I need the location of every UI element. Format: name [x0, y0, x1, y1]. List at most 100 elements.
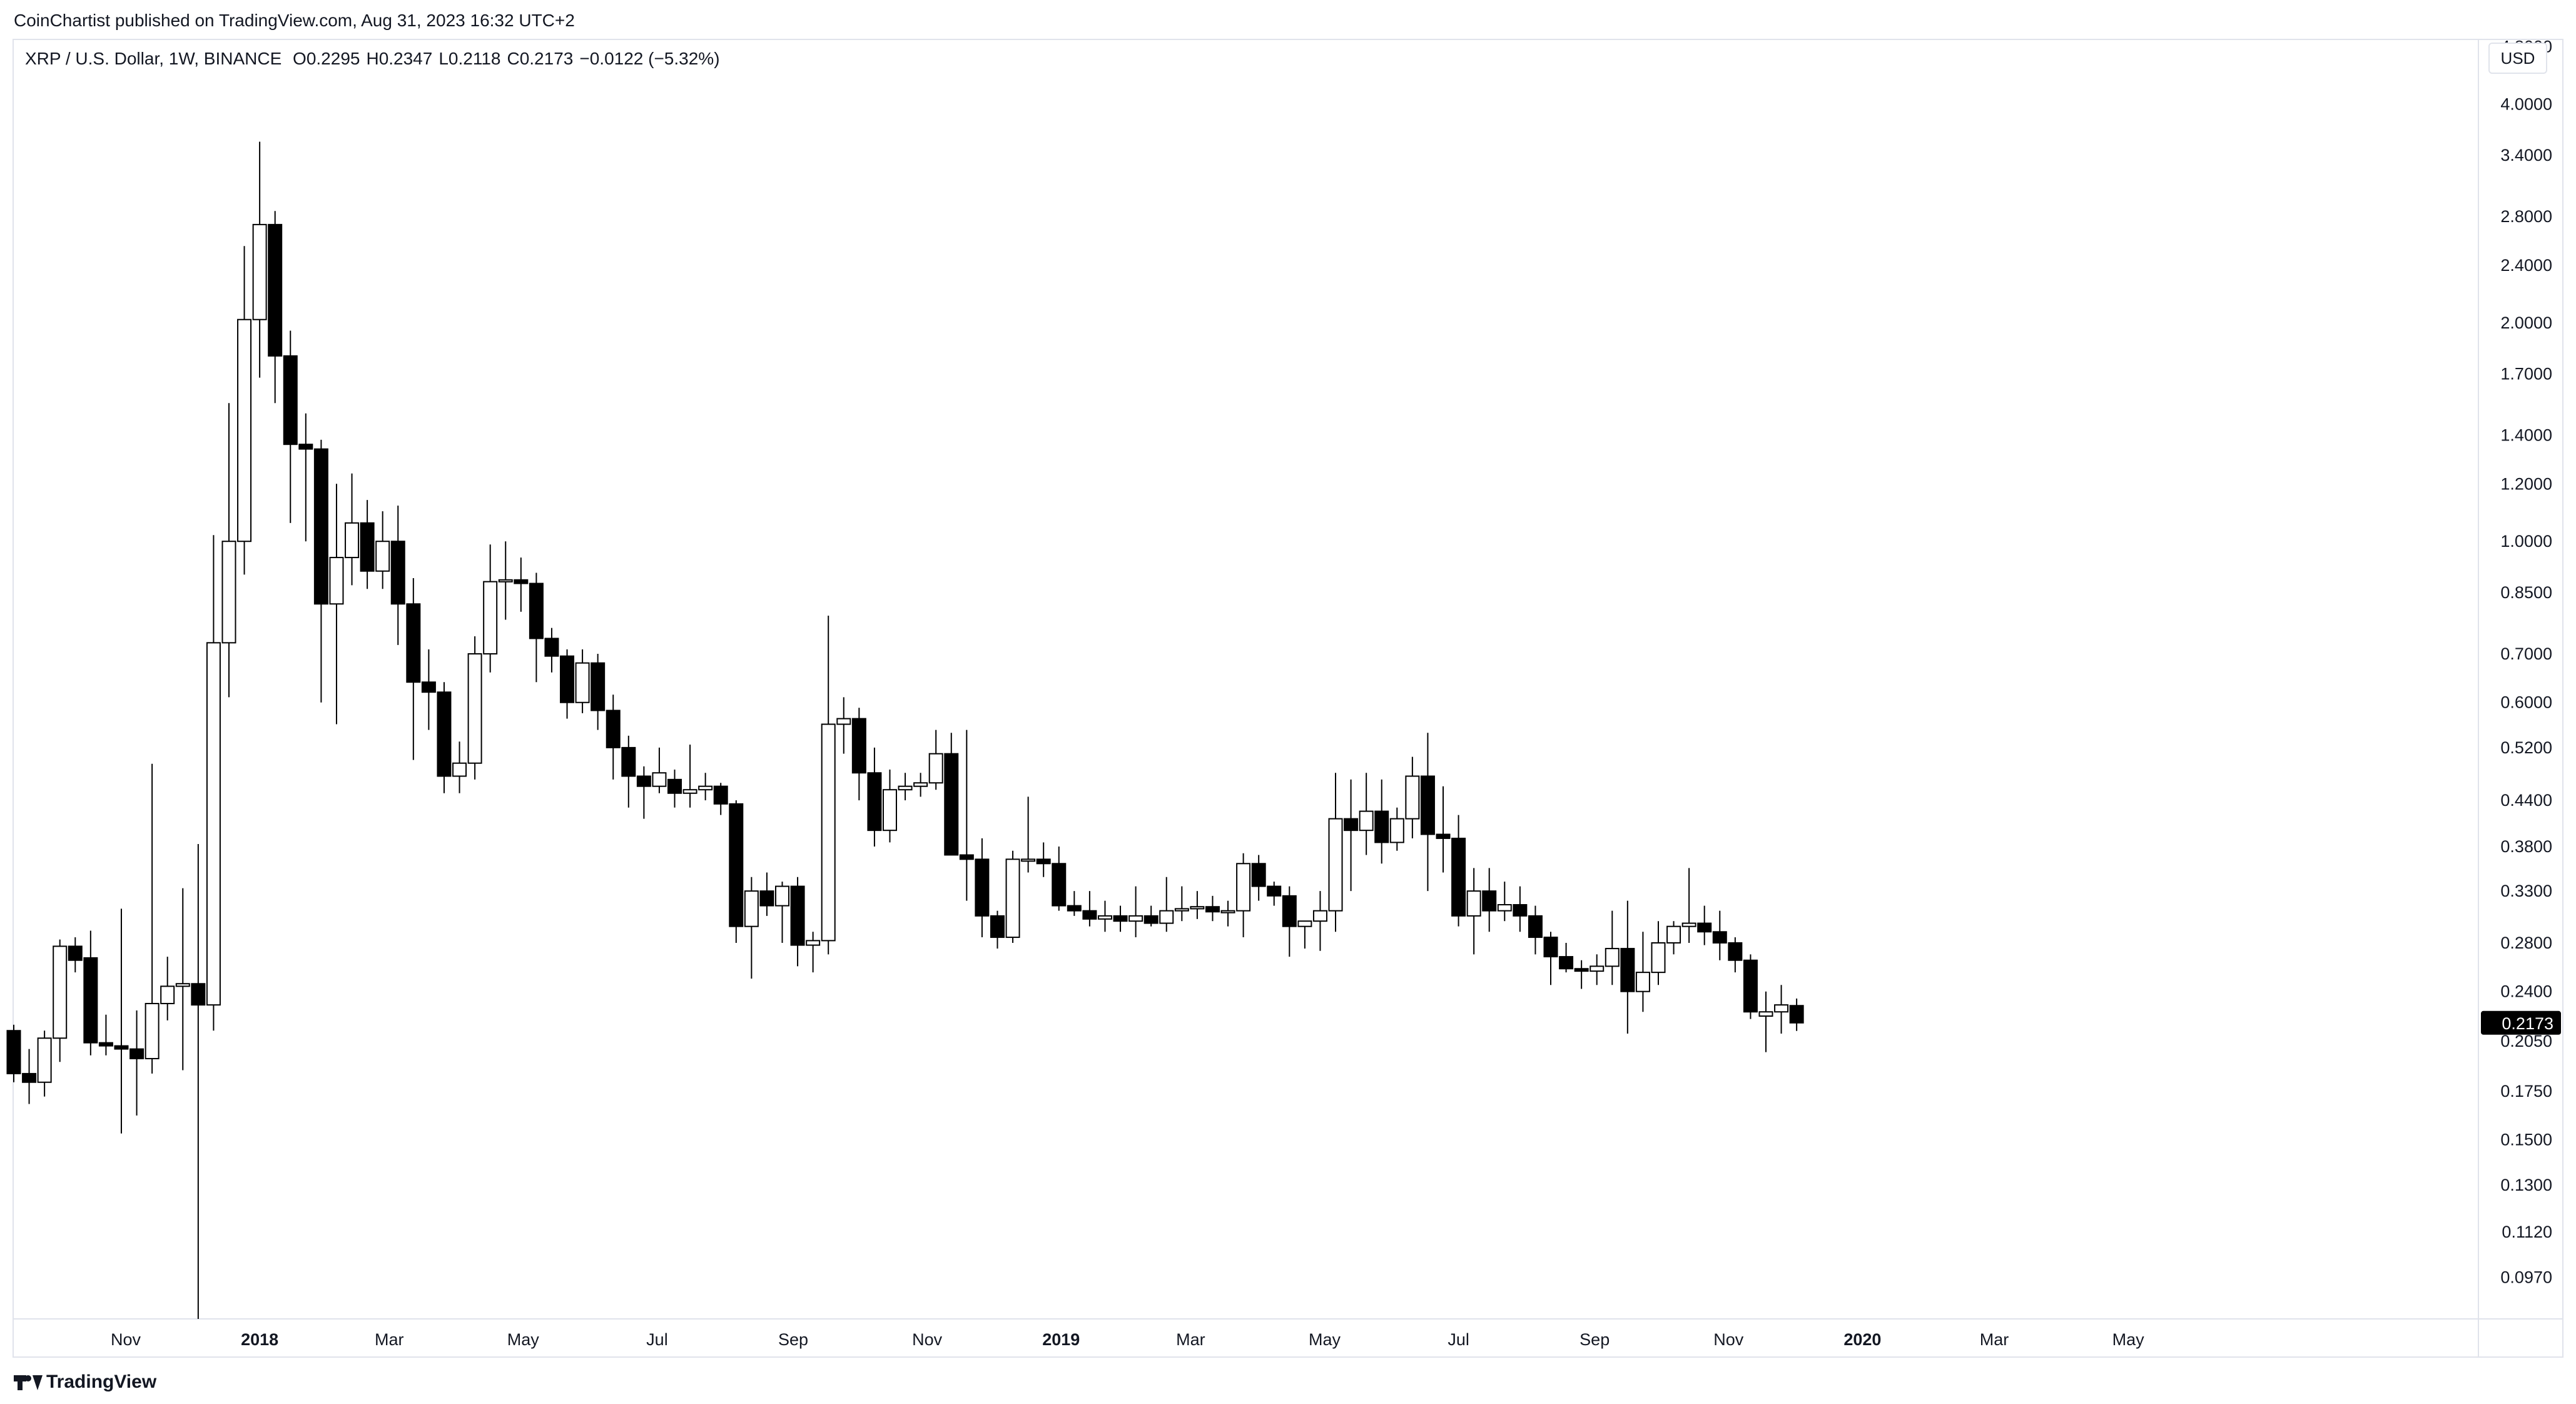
tradingview-logo-icon [14, 1373, 43, 1391]
chart-frame [13, 39, 2563, 1358]
candle-body-up [836, 718, 851, 725]
candle [421, 649, 436, 730]
candle-body-up [1605, 948, 1620, 967]
candle-body-up [806, 940, 821, 946]
candle-body-up [821, 723, 836, 942]
candle [452, 741, 467, 793]
legend-open: O0.2295 [293, 49, 360, 68]
candle [1405, 756, 1420, 838]
candle-body-down [1082, 910, 1097, 920]
candle [836, 697, 851, 754]
candle-body-up [498, 579, 513, 582]
candle [298, 413, 313, 542]
price-tick-label: 4.0000 [2500, 94, 2552, 113]
candle [83, 930, 98, 1056]
candle [529, 572, 544, 683]
candle-body-down [729, 803, 744, 927]
candle-body-down [944, 753, 959, 856]
price-tick-label: 0.2800 [2500, 933, 2552, 952]
candle-body-up [1128, 915, 1143, 922]
candle [1205, 895, 1220, 922]
candle-body-up [1666, 925, 1681, 944]
candle-body-up [682, 789, 697, 794]
candle [129, 1010, 145, 1116]
candle-body-up [1635, 972, 1650, 992]
candle [1374, 779, 1389, 864]
candle [1605, 910, 1620, 985]
candle-body-down [1697, 922, 1712, 933]
candle [1097, 900, 1112, 932]
price-tick-label: 0.1750 [2500, 1082, 2552, 1101]
candle-body-up [1021, 858, 1036, 862]
candle-body-down [591, 662, 606, 711]
candle [1712, 910, 1727, 960]
candle-body-down [6, 1030, 21, 1074]
candle-body-down [1420, 775, 1435, 835]
currency-selector[interactable]: USD [2488, 43, 2547, 74]
price-tick-label: 0.6000 [2500, 693, 2552, 712]
candle [1267, 882, 1282, 906]
candle [744, 877, 759, 979]
legend-change: −0.0122 (−5.32%) [579, 49, 720, 68]
candle-body-up [53, 945, 68, 1039]
candle-body-down [83, 957, 98, 1044]
candle [1436, 786, 1451, 873]
candle-body-up [1174, 908, 1189, 912]
price-tick-label: 0.8500 [2500, 583, 2552, 602]
candle [1344, 779, 1359, 892]
candle [775, 882, 789, 943]
candle [1389, 807, 1404, 851]
candle-body-up [913, 782, 928, 787]
candle-body-up [1590, 965, 1605, 972]
candle [1743, 954, 1758, 1019]
candle [1681, 868, 1696, 943]
candle-body-up [698, 785, 713, 791]
last-price-marker: 0.2173 [2481, 1010, 2561, 1035]
candle [252, 141, 267, 378]
candle [1082, 891, 1097, 927]
time-tick-label: Nov [111, 1330, 141, 1349]
candle-body-down [1528, 915, 1543, 939]
time-tick-label: Mar [1980, 1330, 2009, 1349]
candle [1697, 905, 1712, 945]
candle-body-up [1359, 810, 1374, 832]
candle-body-down [1067, 905, 1082, 912]
candle-body-down [283, 355, 298, 445]
candle [483, 544, 498, 673]
symbol-legend: XRP / U.S. Dollar, 1W, BINANCE O0.2295 H0… [25, 46, 726, 71]
candle [975, 838, 990, 938]
candle [882, 770, 897, 843]
price-tick-label: 2.0000 [2500, 313, 2552, 332]
candle [1067, 891, 1082, 916]
candle-body-up [206, 642, 221, 1006]
candle-body-up [1774, 1004, 1789, 1013]
legend-high: H0.2347 [366, 49, 433, 68]
candle [6, 1024, 21, 1082]
candle-body-up [1389, 818, 1404, 843]
candle [806, 932, 821, 973]
candle [1482, 868, 1497, 932]
candle-body-up [345, 522, 360, 559]
candle-body-up [898, 785, 913, 791]
candle-body-down [514, 579, 529, 584]
candle-body-down [1036, 858, 1051, 865]
candle [1143, 905, 1159, 927]
candle-body-up [175, 983, 190, 987]
last-price-label: 0.2173 [2502, 1014, 2553, 1033]
candle-body-down [790, 885, 805, 946]
candle [591, 654, 606, 730]
candle-body-down [959, 854, 974, 860]
candle-body-down [1728, 942, 1743, 961]
candle [268, 211, 283, 404]
candle [1466, 868, 1481, 955]
candle [1236, 853, 1251, 938]
candle-body-up [1005, 858, 1020, 939]
candle-body-up [1681, 922, 1696, 927]
candle-body-down [1205, 906, 1220, 913]
candle-body-up [1220, 910, 1235, 913]
candle-body-up [467, 653, 482, 764]
candle [437, 682, 452, 793]
legend-close: C0.2173 [507, 49, 574, 68]
time-tick-label: Mar [375, 1330, 404, 1349]
